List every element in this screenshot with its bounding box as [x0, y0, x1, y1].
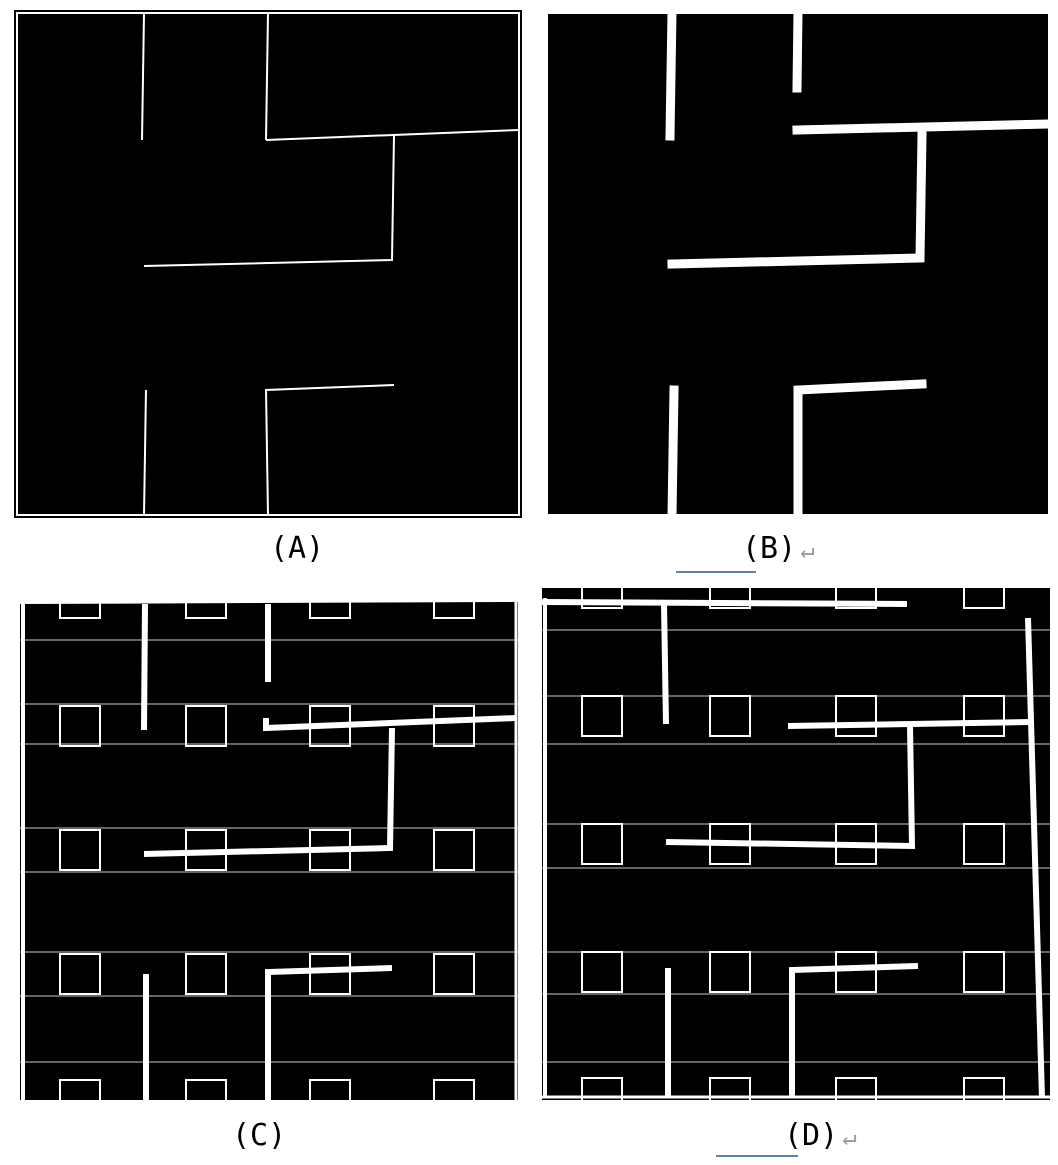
- return-arrow-icon: ↵: [842, 1123, 857, 1151]
- caption-d: (D) ↵: [784, 1121, 857, 1151]
- maze-d-grid-overlay: [542, 588, 1050, 1100]
- wall: [792, 119, 1054, 135]
- maze-walls: [20, 600, 518, 1100]
- maze-a-thin-walls: [16, 12, 520, 516]
- wall: [667, 385, 679, 520]
- wall: [792, 8, 803, 93]
- wall: [793, 379, 927, 520]
- maze-panel-d: [542, 588, 1050, 1100]
- wall: [143, 389, 147, 516]
- maze-walls: [542, 598, 1050, 1099]
- wall: [265, 129, 520, 141]
- caption-b: (B) ↵: [742, 534, 815, 564]
- caption-d-label: (D): [784, 1118, 839, 1153]
- caption-b-underline: [676, 571, 756, 573]
- maze-panel-c: [20, 600, 518, 1100]
- caption-d-underline: [716, 1155, 798, 1157]
- wall: [667, 131, 927, 269]
- caption-b-label: (B): [742, 531, 797, 566]
- grid-squares: [581, 588, 1005, 1100]
- maze-b-thick-walls: [542, 8, 1054, 520]
- return-arrow-icon: ↵: [800, 536, 815, 564]
- caption-c: (C): [232, 1121, 286, 1151]
- caption-a-label: (A): [270, 531, 325, 566]
- wall: [264, 384, 395, 516]
- caption-a: (A): [270, 534, 324, 564]
- wall: [141, 12, 145, 141]
- maze-panel-a: [14, 10, 522, 518]
- maze-c-grid-overlay: [20, 600, 518, 1100]
- wall: [143, 134, 395, 267]
- maze-panel-b: [542, 8, 1054, 520]
- wall: [265, 12, 269, 141]
- wall: [665, 8, 677, 141]
- caption-c-label: (C): [232, 1118, 287, 1153]
